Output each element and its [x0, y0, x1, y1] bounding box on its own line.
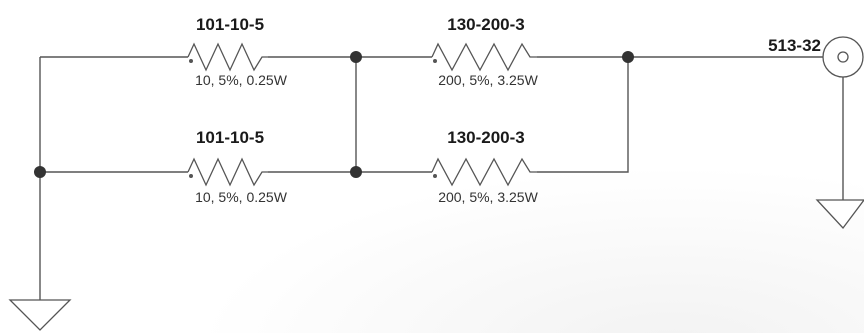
resistor-4-value-label: 200, 5%, 3.25W: [438, 189, 538, 205]
junction-left: [34, 166, 46, 178]
resistor-2-value-label: 200, 5%, 3.25W: [438, 72, 538, 88]
resistor-1-symbol: [187, 42, 268, 72]
resistor-3-part-label: 101-10-5: [196, 128, 264, 147]
resistor-4-part-label: 130-200-3: [447, 128, 525, 147]
resistor-4-symbol: [431, 157, 537, 187]
resistor-3-pin1-dot: [189, 174, 193, 178]
wire-bottom-right: [537, 57, 629, 173]
resistor-2-part-label: 130-200-3: [447, 15, 525, 34]
junction-top-right: [622, 51, 634, 63]
resistor-3-value-label: 10, 5%, 0.25W: [195, 189, 288, 205]
resistor-1-part-label: 101-10-5: [196, 15, 264, 34]
junction-bottom-mid: [350, 166, 362, 178]
resistor-1-value-label: 10, 5%, 0.25W: [195, 72, 288, 88]
resistor-2[interactable]: [431, 42, 537, 72]
connector-part-label: 513-32: [768, 36, 821, 55]
resistor-4[interactable]: [431, 157, 537, 187]
resistor-2-pin1-dot: [433, 59, 437, 63]
ground-icon-right: [815, 199, 864, 230]
resistor-1[interactable]: [187, 42, 268, 72]
resistor-3[interactable]: [187, 157, 268, 187]
connector-inner-pin: [837, 51, 849, 63]
resistor-1-pin1-dot: [189, 59, 193, 63]
resistor-4-pin1-dot: [433, 174, 437, 178]
ground-icon-left: [8, 299, 72, 331]
resistor-2-symbol: [431, 42, 537, 72]
junction-top-mid: [350, 51, 362, 63]
coax-connector-icon[interactable]: [822, 36, 864, 78]
junctions: [34, 51, 634, 178]
resistor-3-symbol: [187, 157, 268, 187]
